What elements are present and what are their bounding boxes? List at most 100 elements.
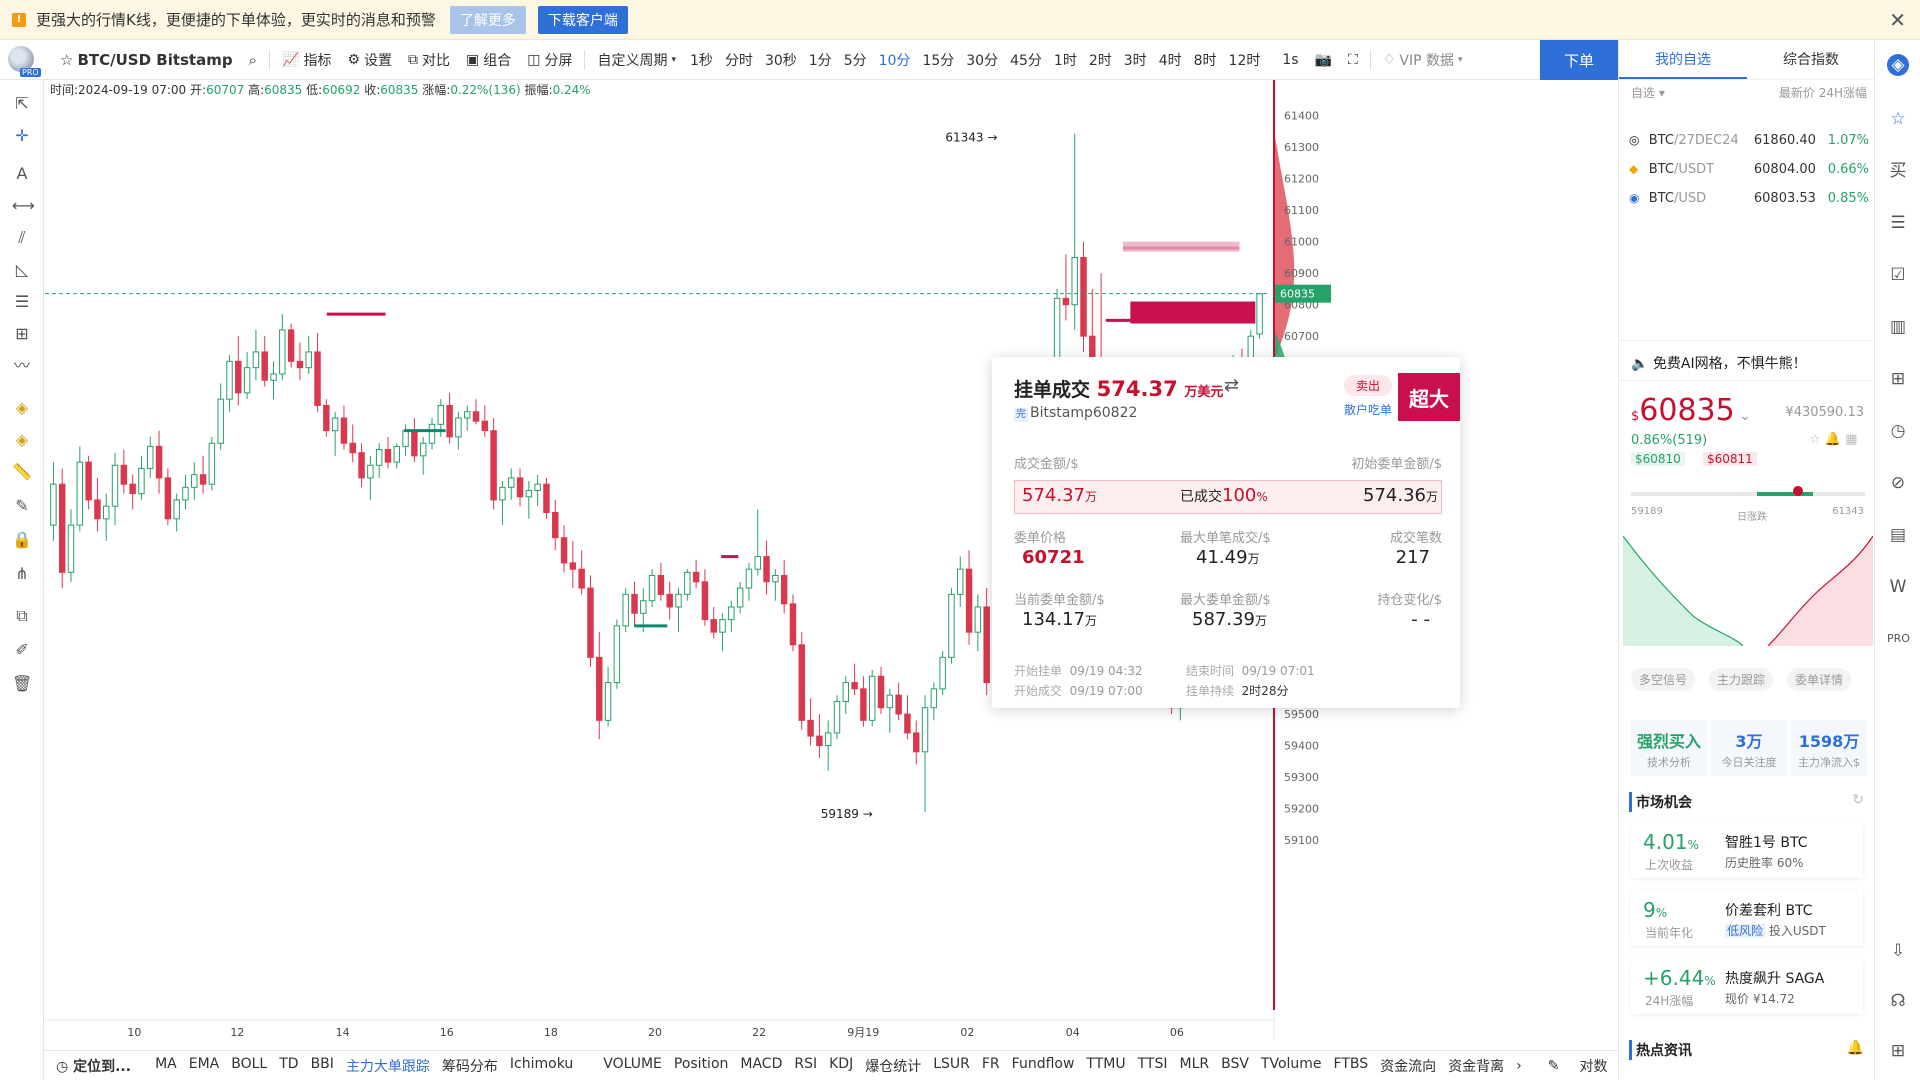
indicator-item[interactable]: LSUR	[933, 1055, 970, 1072]
layers-icon[interactable]: ⧉	[16, 606, 28, 625]
indicator-item[interactable]: EMA	[188, 1055, 220, 1072]
period-tab[interactable]: 2时	[1088, 52, 1112, 69]
signal-pill[interactable]: 多空信号	[1631, 668, 1696, 691]
pattern2-tool-icon[interactable]: ◈	[15, 430, 29, 449]
period-tab[interactable]: 30分	[966, 52, 999, 69]
headset-icon[interactable]: ☊	[1890, 991, 1906, 1011]
indicator-item[interactable]: BBI	[310, 1055, 334, 1072]
calc-icon[interactable]: ▦	[1845, 432, 1858, 447]
period-tab[interactable]: 分时	[724, 52, 753, 69]
camera-icon[interactable]: 📷	[1314, 51, 1332, 68]
indicator-item[interactable]: Position	[673, 1055, 729, 1072]
custom-period-dropdown[interactable]: 自定义周期 ▾	[589, 50, 684, 70]
close-icon[interactable]: ✕	[1889, 8, 1906, 32]
indicator-item[interactable]: MA	[155, 1055, 177, 1072]
period-tab[interactable]: 10分	[878, 52, 911, 69]
scroll-right-icon[interactable]: ›	[1516, 1057, 1522, 1074]
pattern-tool-icon[interactable]: ◈	[15, 398, 29, 417]
trash-icon[interactable]: 🗑	[12, 674, 33, 693]
period-tab[interactable]: 1时	[1053, 52, 1077, 69]
indicator-item[interactable]: TD	[279, 1055, 299, 1072]
list-check-icon[interactable]: ☑	[1890, 265, 1906, 285]
watchlist-filter[interactable]: 自选	[1631, 86, 1656, 100]
notes-icon[interactable]: ▤	[1889, 525, 1907, 545]
period-tab[interactable]: 1分	[808, 52, 832, 69]
watchlist-row[interactable]: ◉ BTC/USD 60803.53 0.85%	[1629, 186, 1869, 210]
opportunity-card[interactable]: 4.01% 上次收益 智胜1号 BTC 历史胜率 60%	[1631, 822, 1863, 878]
watchlist-icon[interactable]: ☆	[1890, 109, 1906, 129]
period-tab[interactable]: 45分	[1010, 52, 1042, 69]
period-tab[interactable]: 8时	[1193, 52, 1217, 69]
signal-pill[interactable]: 委单详情	[1787, 668, 1852, 691]
compass-icon[interactable]: ⊘	[1890, 473, 1906, 493]
app-icon[interactable]: ◈	[1887, 54, 1909, 76]
indicator-item[interactable]: TTSI	[1137, 1055, 1168, 1072]
swap-icon[interactable]: ⇄	[1224, 375, 1240, 396]
download-client-button[interactable]: 下载客户端	[537, 5, 628, 34]
indicator-item[interactable]: VOLUME	[603, 1055, 662, 1072]
clock-icon[interactable]: ◷	[1890, 421, 1906, 441]
indicator-item[interactable]: 爆仓统计	[865, 1058, 922, 1075]
ruler-icon[interactable]: 📏	[12, 462, 32, 481]
triangle-tool-icon[interactable]: ◺	[15, 260, 29, 279]
crosshair-icon[interactable]: ✛	[15, 126, 29, 145]
line-tool-icon[interactable]: ⟷	[12, 196, 35, 215]
indicator-item[interactable]: 主力大单跟踪	[345, 1058, 430, 1075]
indicator-item[interactable]: MACD	[740, 1055, 783, 1072]
order-detail-popup[interactable]: 挂单成交 574.37 万美元 ⇄ 完 Bitstamp60822 卖出 散户吃单…	[992, 357, 1460, 708]
settings-button[interactable]: ⚙ 设置	[339, 50, 400, 70]
interval-button[interactable]: 1s	[1282, 51, 1299, 68]
ai-grid-notice[interactable]: 🔈 免费AI网格，不惧牛熊！	[1631, 353, 1807, 373]
indicator-item[interactable]: RSI	[794, 1055, 818, 1072]
split-screen-button[interactable]: ◫ 分屏	[519, 50, 580, 70]
trend-tool-icon[interactable]: ⫽	[18, 228, 26, 247]
indicator-item[interactable]: FTBS	[1333, 1055, 1369, 1072]
indicator-item[interactable]: MLR	[1179, 1055, 1210, 1072]
period-tab[interactable]: 3时	[1123, 52, 1147, 69]
watchlist-row[interactable]: ◎ BTC/27DEC24 61860.40 1.07%	[1629, 128, 1869, 152]
locate-button[interactable]: ◷ 定位到...	[44, 1056, 137, 1076]
text-tool-icon[interactable]: A	[16, 164, 28, 183]
orderbook-icon[interactable]: ☰	[1890, 213, 1906, 233]
indicator-item[interactable]: 资金流向	[1380, 1058, 1437, 1075]
period-tab[interactable]: 1秒	[690, 52, 713, 69]
period-tab[interactable]: 12时	[1228, 52, 1261, 69]
star-icon[interactable]: ☆	[1809, 432, 1821, 447]
wallet-icon[interactable]: W	[1889, 577, 1907, 597]
learn-more-button[interactable]: 了解更多	[449, 5, 526, 34]
stat-card[interactable]: 3万 今日关注度	[1711, 720, 1787, 776]
grid-icon[interactable]: ⊞	[1890, 1041, 1906, 1061]
period-tab[interactable]: 30秒	[764, 52, 797, 69]
indicator-item[interactable]: TTMU	[1086, 1055, 1126, 1072]
search-icon[interactable]: ⌕	[248, 50, 258, 69]
vip-data-dropdown[interactable]: ♢ VIP 数据 ▾	[1375, 50, 1471, 70]
star-icon[interactable]: ☆	[60, 50, 74, 69]
indicators-button[interactable]: 📈 指标	[274, 50, 339, 70]
indicator-item[interactable]: FR	[981, 1055, 1000, 1072]
indicator-item[interactable]: 资金背离	[1448, 1058, 1505, 1075]
log-scale-toggle[interactable]: 对数	[1579, 1058, 1608, 1075]
shape-tool-icon[interactable]: ⊞	[15, 324, 29, 343]
indicator-item[interactable]: KDJ	[829, 1055, 854, 1072]
bell-icon[interactable]: 🔔	[1824, 432, 1841, 447]
combo-button[interactable]: ▣ 组合	[458, 50, 519, 70]
edit-list-icon[interactable]: ✐	[15, 640, 29, 659]
period-tab[interactable]: 15分	[922, 52, 955, 69]
tab-watchlist[interactable]: 我的自选	[1619, 40, 1747, 79]
brush-icon[interactable]: ✎	[15, 496, 29, 515]
lock-icon[interactable]: 🔒	[12, 530, 32, 549]
fib-tool-icon[interactable]: ☰	[14, 292, 30, 311]
indicator-item[interactable]: TVolume	[1260, 1055, 1322, 1072]
stat-card[interactable]: 强烈买入 技术分析	[1631, 720, 1707, 776]
signal-pill[interactable]: 主力跟踪	[1709, 668, 1774, 691]
watchlist-row[interactable]: ◆ BTC/USDT 60804.00 0.66%	[1629, 157, 1869, 181]
refresh-icon[interactable]: ↻	[1852, 792, 1864, 808]
cursor-icon[interactable]: ⇱	[15, 94, 29, 113]
tab-composite-index[interactable]: 综合指数	[1783, 52, 1839, 68]
buy-icon[interactable]: 买	[1889, 161, 1907, 181]
period-tab[interactable]: 5分	[843, 52, 867, 69]
indicator-item[interactable]: Ichimoku	[509, 1055, 574, 1072]
wave-tool-icon[interactable]: 〰	[13, 356, 30, 375]
expand-icon[interactable]: ⊞	[1890, 369, 1906, 389]
opportunity-card[interactable]: +6.44% 24H涨幅 热度飙升 SAGA 现价 ¥14.72	[1631, 958, 1863, 1014]
